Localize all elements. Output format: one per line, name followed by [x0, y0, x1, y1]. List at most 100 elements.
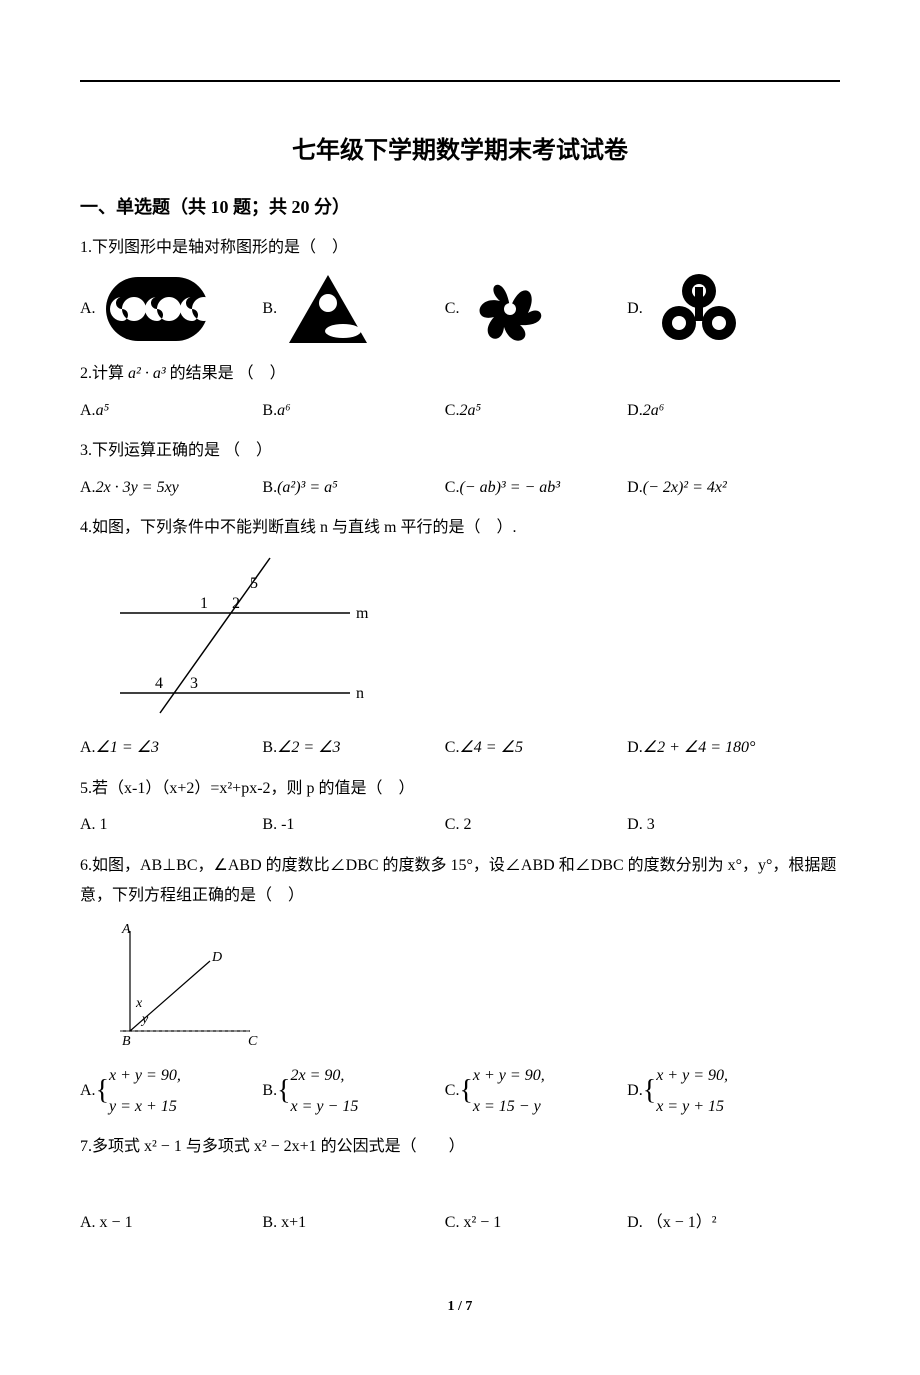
- q7-option-a: A. x − 1: [80, 1208, 262, 1238]
- q2-options: A. a⁵ B. a⁶ C. 2a⁵ D. 2a⁶: [80, 396, 840, 426]
- q4-option-b: B. ∠2 = ∠3: [262, 733, 444, 763]
- q6-stem: 6.如图，AB⊥BC，∠ABD 的度数比∠DBC 的度数多 15°，设∠ABD …: [80, 851, 840, 912]
- option-text: D. 3: [627, 810, 655, 840]
- q4-option-d: D. ∠2 + ∠4 = 180°: [627, 733, 809, 763]
- q6-option-d: D. { x + y = 90, x = y + 15: [627, 1061, 809, 1122]
- option-label: D.: [627, 294, 643, 324]
- q6-option-c: C. { x + y = 90, x = 15 − y: [445, 1061, 627, 1122]
- q2-stem: 2.计算 a² · a³ 的结果是 （ ）: [80, 359, 840, 389]
- q4-figure: 5 1 2 4 3 m n: [100, 553, 840, 723]
- angle-x-label: x: [135, 996, 143, 1011]
- q1-fig-d: [649, 269, 749, 349]
- angle-y-label: y: [140, 1012, 149, 1027]
- brace-icon: {: [459, 1080, 472, 1102]
- point-C-label: C: [248, 1034, 258, 1049]
- point-A-label: A: [121, 922, 131, 937]
- option-label: A.: [80, 733, 96, 763]
- option-label: B.: [262, 733, 277, 763]
- q1-option-b: B.: [262, 269, 444, 349]
- angle-5-label: 5: [250, 575, 258, 592]
- eq-line-2: x = y + 15: [656, 1092, 728, 1122]
- q7-option-b: B. x+1: [262, 1208, 444, 1238]
- option-text: C. 2: [445, 810, 472, 840]
- eq-line-1: x + y = 90,: [656, 1061, 728, 1091]
- q2-stem-suffix: 的结果是 （ ）: [170, 365, 286, 382]
- option-math: (− 2x)² = 4x²: [643, 473, 727, 503]
- brace-icon: {: [643, 1080, 656, 1102]
- angle-4-label: 4: [155, 675, 163, 692]
- option-text: B. x+1: [262, 1208, 306, 1238]
- q5-option-d: D. 3: [627, 810, 809, 840]
- option-math: ∠4 = ∠5: [459, 733, 522, 763]
- eq-line-2: x = 15 − y: [473, 1092, 545, 1122]
- q1-option-c: C.: [445, 269, 627, 349]
- angle-2-label: 2: [232, 595, 240, 612]
- option-label: C.: [445, 473, 460, 503]
- q3-options: A. 2x · 3y = 5xy B. (a²)³ = a⁵ C. (− ab)…: [80, 473, 840, 503]
- q7-options: A. x − 1 B. x+1 C. x² − 1 D. （x − 1）²: [80, 1208, 840, 1238]
- q1-fig-c: [465, 269, 555, 349]
- q1-option-a: A.: [80, 269, 262, 349]
- option-label: C.: [445, 294, 460, 324]
- q4-stem: 4.如图，下列条件中不能判断直线 n 与直线 m 平行的是（ ）.: [80, 513, 840, 543]
- q5-stem: 5.若（x-1）（x+2）=x²+px-2，则 p 的值是（ ）: [80, 774, 840, 804]
- option-label: D.: [627, 473, 643, 503]
- brace-icon: {: [96, 1080, 109, 1102]
- q7-option-d: D. （x − 1）²: [627, 1208, 809, 1238]
- q5-options: A. 1 B. -1 C. 2 D. 3: [80, 810, 840, 840]
- question-3: 3.下列运算正确的是 （ ） A. 2x · 3y = 5xy B. (a²)³…: [80, 436, 840, 503]
- option-label: B.: [262, 396, 277, 426]
- option-math: a⁵: [96, 396, 110, 426]
- q1-stem: 1.下列图形中是轴对称图形的是（ ）: [80, 233, 840, 263]
- page-title: 七年级下学期数学期末考试试卷: [80, 130, 840, 165]
- q3-option-b: B. (a²)³ = a⁵: [262, 473, 444, 503]
- eq-line-2: x = y − 15: [291, 1092, 359, 1122]
- option-label: A.: [80, 396, 96, 426]
- question-7: 7.多项式 x² − 1 与多项式 x² − 2x+1 的公因式是（ ） A. …: [80, 1132, 840, 1239]
- question-6: 6.如图，AB⊥BC，∠ABD 的度数比∠DBC 的度数多 15°，设∠ABD …: [80, 851, 840, 1123]
- question-1: 1.下列图形中是轴对称图形的是（ ） A. B.: [80, 233, 840, 349]
- q1-fig-b: [283, 269, 373, 349]
- q7-option-c: C. x² − 1: [445, 1208, 627, 1238]
- option-text: B. -1: [262, 810, 294, 840]
- option-label: A.: [80, 294, 96, 324]
- q1-fig-a: [102, 269, 212, 349]
- q3-stem: 3.下列运算正确的是 （ ）: [80, 436, 840, 466]
- q2-option-b: B. a⁶: [262, 396, 444, 426]
- q2-option-c: C. 2a⁵: [445, 396, 627, 426]
- option-label: D.: [627, 396, 643, 426]
- angle-1-label: 1: [200, 595, 208, 612]
- option-math: 2a⁶: [643, 396, 665, 426]
- option-math: (a²)³ = a⁵: [277, 473, 338, 503]
- option-label: D.: [627, 1076, 643, 1106]
- point-D-label: D: [211, 950, 222, 965]
- brace-icon: {: [277, 1080, 290, 1102]
- option-math: (− ab)³ = − ab³: [459, 473, 560, 503]
- q6-option-a: A. { x + y = 90, y = x + 15: [80, 1061, 262, 1122]
- line-n-label: n: [356, 685, 364, 702]
- option-label: B.: [262, 294, 277, 324]
- option-math: ∠2 = ∠3: [277, 733, 340, 763]
- q2-stem-math: a² · a³: [128, 365, 166, 382]
- q5-option-c: C. 2: [445, 810, 627, 840]
- q7-stem: 7.多项式 x² − 1 与多项式 x² − 2x+1 的公因式是（ ）: [80, 1132, 840, 1162]
- q3-option-c: C. (− ab)³ = − ab³: [445, 473, 627, 503]
- option-text: C. x² − 1: [445, 1208, 502, 1238]
- option-math: 2x · 3y = 5xy: [96, 473, 179, 503]
- option-text: D. （x − 1）²: [627, 1208, 716, 1238]
- option-label: C.: [445, 733, 460, 763]
- option-label: C.: [445, 396, 460, 426]
- q4-option-c: C. ∠4 = ∠5: [445, 733, 627, 763]
- option-math: ∠1 = ∠3: [96, 733, 159, 763]
- q6-options: A. { x + y = 90, y = x + 15 B. { 2x = 90…: [80, 1061, 840, 1122]
- q3-option-d: D. (− 2x)² = 4x²: [627, 473, 809, 503]
- q4-option-a: A. ∠1 = ∠3: [80, 733, 262, 763]
- eq-line-1: x + y = 90,: [109, 1061, 181, 1091]
- q2-option-a: A. a⁵: [80, 396, 262, 426]
- option-label: A.: [80, 473, 96, 503]
- option-label: B.: [262, 473, 277, 503]
- top-rule: [80, 80, 840, 82]
- angle-3-label: 3: [190, 675, 198, 692]
- option-label: A.: [80, 1076, 96, 1106]
- option-text: A. 1: [80, 810, 108, 840]
